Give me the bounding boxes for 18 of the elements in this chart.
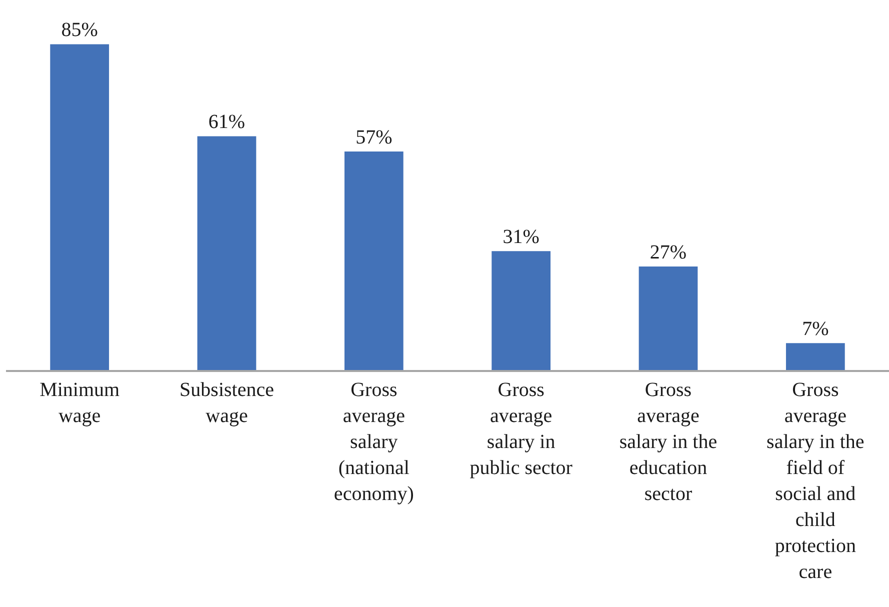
data-label: 85% <box>61 19 98 42</box>
x-tick-label: Subsistence wage <box>180 379 274 427</box>
x-tick-label: Gross average salary (national economy) <box>334 379 414 505</box>
data-label: 7% <box>802 318 829 340</box>
data-label: 27% <box>650 242 687 264</box>
bar <box>786 343 845 370</box>
bar <box>638 266 698 370</box>
data-label: 57% <box>356 126 392 149</box>
bar <box>492 251 551 370</box>
data-label: 31% <box>502 226 540 248</box>
bar <box>50 44 110 370</box>
bar <box>197 136 256 370</box>
x-tick-label: Gross average salary in the field of social and child protection care <box>766 379 864 583</box>
x-tick-label: Minimum wage <box>40 379 120 427</box>
x-tick-label: Gross average salary in the education sector <box>619 379 718 505</box>
data-label: 61% <box>208 111 246 134</box>
x-tick-label: Gross average salary in public sector <box>470 379 573 479</box>
bar <box>344 152 404 370</box>
